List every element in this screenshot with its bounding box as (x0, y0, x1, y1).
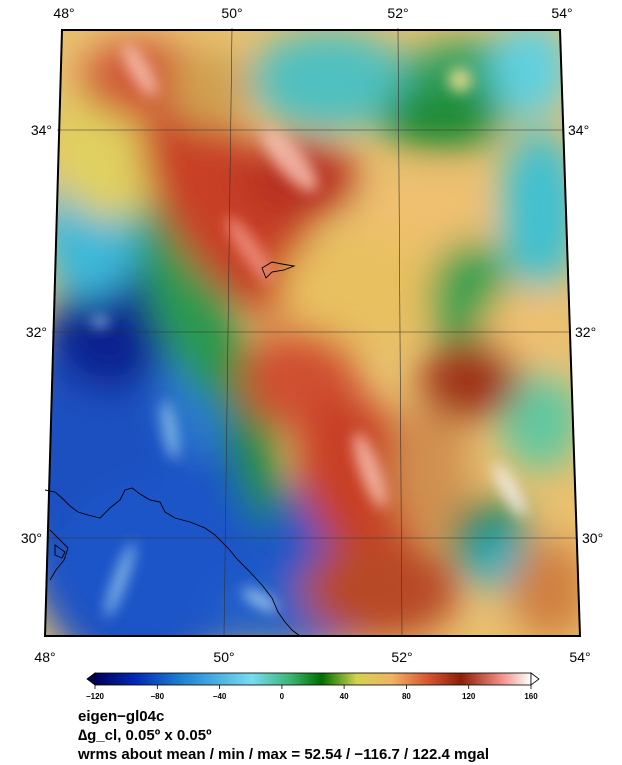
lat-labels-right: 34° 32° 30° (568, 122, 603, 546)
gravity-field (45, 30, 580, 636)
graticule (47, 27, 577, 637)
lat-label-left: 32° (26, 324, 47, 340)
lat-label-right: 34° (568, 122, 589, 138)
lon-label-bottom: 50° (213, 649, 234, 665)
lat-label-left: 34° (31, 122, 52, 138)
colorbar: −120 −80 −40 0 40 80 120 160 (86, 672, 540, 701)
lat-label-right: 30° (582, 530, 603, 546)
lon-label-bottom: 52° (391, 649, 412, 665)
lon-label-top: 54° (551, 5, 572, 21)
lon-label-bottom: 48° (34, 649, 55, 665)
lon-label-bottom: 54° (569, 649, 590, 665)
grid-description: ∆g_cl, 0.05º x 0.05º (78, 727, 212, 744)
lon-labels-top: 48° 50° 52° 54° (53, 5, 572, 21)
colorbar-tick-label: −40 (213, 692, 227, 701)
colorbar-tick-label: 40 (340, 692, 349, 701)
lon-label-top: 48° (53, 5, 74, 21)
lon-labels-bottom: 48° 50° 52° 54° (34, 649, 590, 665)
colorbar-tick-label: 0 (280, 692, 285, 701)
colorbar-tick-label: −120 (86, 692, 105, 701)
lon-label-top: 50° (221, 5, 242, 21)
lat-label-left: 30° (21, 530, 42, 546)
colorbar-tick-label: 160 (524, 692, 538, 701)
map-frame (43, 29, 582, 637)
statistics-line: wrms about mean / min / max = 52.54 / −1… (78, 746, 490, 763)
colorbar-right-arrow (530, 672, 540, 686)
lat-label-right: 32° (575, 324, 596, 340)
colorbar-left-arrow (86, 672, 96, 686)
colorbar-gradient (94, 672, 532, 686)
model-name: eigen−gl04c (78, 708, 165, 725)
colorbar-tick-label: 80 (402, 692, 411, 701)
lat-labels-left: 34° 32° 30° (21, 122, 52, 546)
coastline (44, 261, 301, 637)
colorbar-tick-label: −80 (151, 692, 165, 701)
colorbar-tick-label: 120 (462, 692, 476, 701)
lon-label-top: 52° (387, 5, 408, 21)
